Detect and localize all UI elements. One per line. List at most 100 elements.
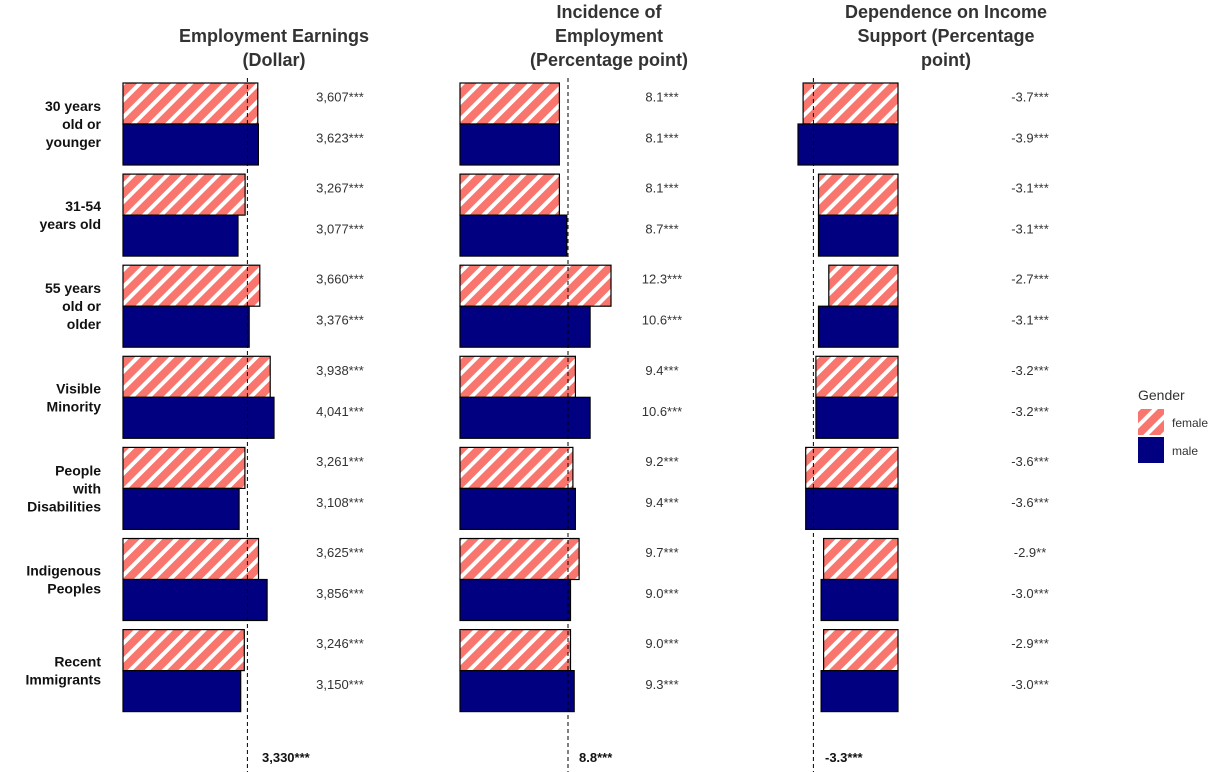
value-label-female: -2.7*** [1011,272,1049,287]
bar-male [122,123,259,166]
panel-title: Incidence of [556,2,662,22]
group-label: 31-54 [65,198,101,214]
group-label: Peoples [47,581,101,597]
group-label: Indigenous [26,563,101,579]
group-label: younger [46,134,102,150]
value-label-male: -3.0*** [1011,586,1049,601]
legend-key-male [1138,437,1164,463]
group-label: Visible [56,380,101,396]
value-label-male: -3.1*** [1011,222,1049,237]
value-label-male: 9.0*** [645,586,678,601]
bar-male [459,214,568,257]
value-label-female: 12.3*** [642,272,682,287]
value-label-male: 3,108*** [316,495,364,510]
legend-title: Gender [1138,387,1185,403]
value-label-female: 3,261*** [316,454,364,469]
bar-male [459,487,577,530]
value-label-male: 3,376*** [316,313,364,328]
value-label-male: 8.1*** [645,131,678,146]
value-label-female: 8.1*** [645,181,678,196]
value-label-female: -3.7*** [1011,90,1049,105]
value-label-male: -3.0*** [1011,677,1049,692]
value-label-female: 3,625*** [316,545,364,560]
value-label-female: -3.2*** [1011,363,1049,378]
bar-male [459,669,575,713]
value-label-female: -3.1*** [1011,181,1049,196]
panel-title: Support (Percentage [857,26,1034,46]
bar-female [459,355,577,398]
value-label-female: 9.2*** [645,454,678,469]
bar-male [122,214,239,257]
bar-male [459,396,591,439]
value-label-female: 3,938*** [316,363,364,378]
legend-key-female [1138,409,1164,435]
value-label-male: 9.4*** [645,495,678,510]
value-label-female: -2.9*** [1011,636,1049,651]
panel-title: point) [921,50,971,70]
value-label-male: 10.6*** [642,404,682,419]
value-label-female: 3,267*** [316,181,364,196]
bar-male [820,578,899,622]
bar-male [817,305,899,348]
bar-male [122,669,242,713]
value-label-female: -2.9** [1014,545,1047,560]
group-label: 55 years [45,280,101,296]
bar-female [122,355,271,398]
bar-female [459,446,574,489]
panel-title: (Dollar) [243,50,306,70]
panel-title: Employment [555,26,663,46]
bar-male [459,123,561,166]
group-label: 30 years [45,98,101,114]
bar-male [817,214,899,257]
group-label: Recent [54,654,101,670]
panel-title: (Percentage point) [530,50,688,70]
bar-female [459,537,580,581]
bar-female [122,628,245,672]
value-label-female: -3.6*** [1011,454,1049,469]
bar-female [122,537,260,581]
bar-male [459,578,572,622]
group-label: old or [62,116,101,132]
legend: Gender female male [1138,387,1208,463]
bar-male [122,487,240,530]
legend-label-male: male [1172,444,1198,458]
value-label-male: 9.3*** [645,677,678,692]
bar-male [122,578,268,622]
bar-male [815,396,899,439]
value-label-female: 3,607*** [316,90,364,105]
value-label-male: -3.2*** [1011,404,1049,419]
group-label: years old [40,216,101,232]
bar-female [459,264,612,307]
value-label-male: 8.7*** [645,222,678,237]
value-label-female: 3,246*** [316,636,364,651]
group-label: People [55,462,101,478]
group-label: old or [62,298,101,314]
average-label: -3.3*** [825,750,864,765]
group-label: Disabilities [27,498,101,514]
value-label-female: 9.4*** [645,363,678,378]
legend-label-female: female [1172,416,1208,430]
value-label-female: 8.1*** [645,90,678,105]
bar-male [459,305,591,348]
panel-title: Employment Earnings [179,26,369,46]
group-label: Minority [47,398,102,414]
bar-female [122,264,261,307]
value-label-male: -3.6*** [1011,495,1049,510]
bar-male [797,123,899,166]
group-label: with [72,480,101,496]
bar-female [459,173,561,216]
value-label-male: 3,856*** [316,586,364,601]
bar-female [122,446,246,489]
bar-male [820,669,899,713]
average-label: 3,330*** [262,750,311,765]
value-label-female: 3,660*** [316,272,364,287]
value-label-male: 3,077*** [316,222,364,237]
bar-female [805,446,899,489]
value-label-female: 9.7*** [645,545,678,560]
value-label-male: -3.9*** [1011,131,1049,146]
panel-title: Dependence on Income [845,2,1047,22]
panel-2: Incidence of Employment (Percentage point)… [459,2,688,772]
value-label-male: 3,623*** [316,131,364,146]
value-label-male: 3,150*** [316,677,364,692]
